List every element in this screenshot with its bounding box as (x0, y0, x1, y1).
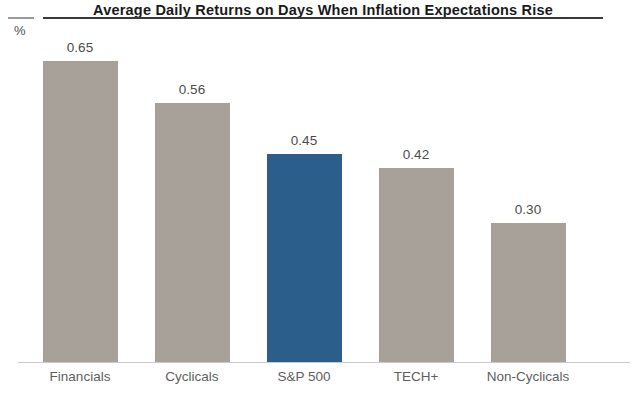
bar-non-cyclicals (491, 223, 566, 362)
bar-value-label: 0.56 (147, 82, 237, 97)
bar-cyclicals (155, 103, 230, 362)
bar-value-label: 0.65 (35, 40, 125, 55)
chart-title: Average Daily Returns on Days When Infla… (43, 2, 603, 18)
category-label: S&P 500 (244, 369, 364, 384)
category-label: TECH+ (356, 369, 476, 384)
category-label: Non-Cyclicals (468, 369, 588, 384)
bar-s-p-500 (267, 154, 342, 362)
category-label: Cyclicals (132, 369, 252, 384)
bar-chart: % Average Daily Returns on Days When Inf… (0, 0, 640, 400)
category-label: Financials (20, 369, 140, 384)
bar-value-label: 0.45 (259, 133, 349, 148)
y-axis-top-tick (8, 17, 34, 19)
title-underline (43, 17, 603, 19)
x-axis-baseline (18, 362, 630, 363)
bar-value-label: 0.42 (371, 147, 461, 162)
bar-value-label: 0.30 (483, 202, 573, 217)
bar-financials (43, 61, 118, 362)
bar-tech- (379, 168, 454, 362)
y-axis-unit-label: % (14, 23, 42, 38)
